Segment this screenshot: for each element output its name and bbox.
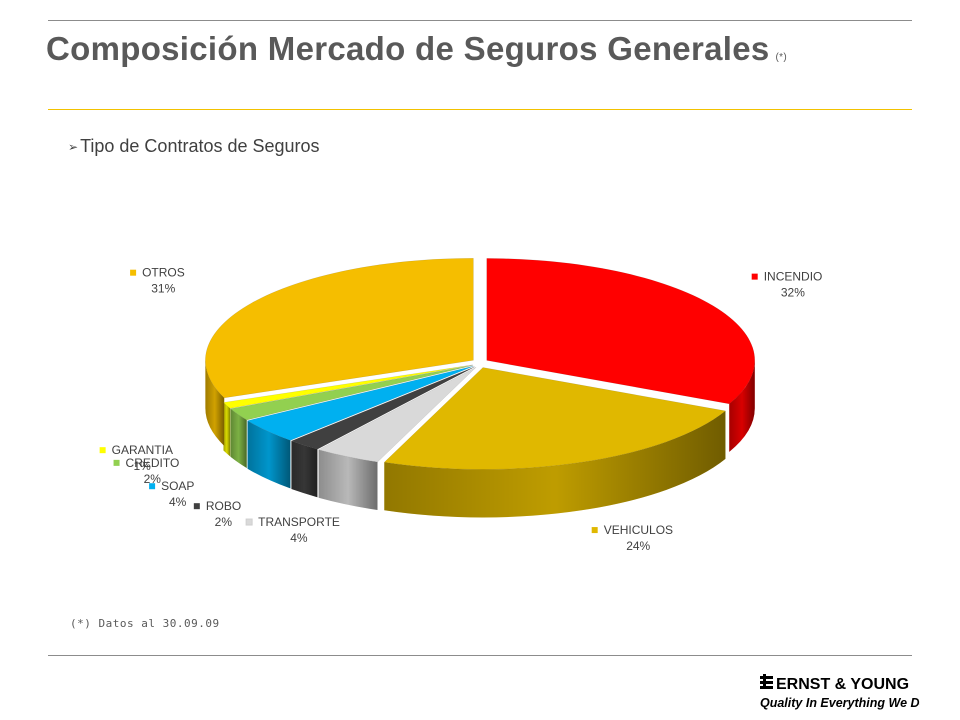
legend-key-robo [193, 503, 200, 510]
slice-name-label: INCENDIO [764, 270, 823, 284]
slice-value-label: 1% [133, 459, 151, 473]
slice-vehiculos [383, 367, 727, 470]
legend-key-vehiculos [591, 527, 598, 534]
ernst-young-logo: ERNST & YOUNG Quality In Everything We D… [760, 674, 920, 710]
slice-name-label: GARANTIA [112, 443, 173, 457]
legend-key-soap [149, 483, 156, 490]
slice-credito [229, 365, 474, 421]
legend-key-incendio [751, 273, 758, 280]
legend-key-transporte [245, 518, 253, 526]
slice-name-label: CREDITO [126, 456, 180, 470]
slice-name-label: SOAP [161, 479, 194, 493]
slice-value-label: 2% [144, 472, 162, 486]
slice-value-label: 24% [626, 539, 650, 553]
slice-side-otros [205, 360, 225, 446]
data-label-incendio: INCENDIO 32% [751, 270, 823, 300]
slice-side-credito [230, 408, 247, 468]
slice-side-incendio [729, 360, 755, 452]
data-label-soap: SOAP 4% [149, 479, 194, 509]
arrow-bullet-icon: ➢ [68, 140, 79, 154]
slice-value-label: 4% [169, 495, 187, 509]
title-footnote-marker: (*) [775, 52, 787, 63]
slice-name-label: OTROS [142, 266, 185, 280]
slice-side-transporte [318, 449, 378, 511]
top-rule [48, 20, 912, 21]
data-label-otros: OTROS 31% [130, 266, 185, 296]
data-label-garantia: GARANTIA 1% [99, 443, 173, 473]
slice-side-soap [247, 420, 291, 489]
slice-value-label: 32% [781, 286, 805, 300]
pie-sides [205, 360, 755, 518]
title-text: Composición Mercado de Seguros Generales [46, 30, 770, 67]
legend-key-credito [113, 459, 120, 466]
logo-tagline: Quality In Everything We Do [760, 696, 920, 710]
page-title: Composición Mercado de Seguros Generales… [46, 30, 787, 68]
slice-incendio [486, 258, 755, 405]
slice-value-label: 2% [215, 515, 233, 529]
slice-soap [246, 365, 474, 441]
data-label-robo: ROBO 2% [193, 499, 241, 529]
pie-tops [205, 258, 755, 470]
subtitle-text: Tipo de Contratos de Seguros [80, 136, 320, 156]
legend-key-garantia [99, 447, 106, 454]
pie-labels: INCENDIO 32% VEHICULOS 24% TRANSPORTE 4% ROBO 2… [99, 266, 823, 553]
bottom-rule [48, 655, 912, 656]
slice-side-garantia [223, 402, 231, 457]
slice-value-label: 31% [151, 282, 175, 296]
footnote: (*) Datos al 30.09.09 [70, 617, 220, 630]
title-underline [48, 109, 912, 110]
legend-key-otros [130, 269, 137, 276]
section-subtitle: ➢ Tipo de Contratos de Seguros [68, 136, 320, 157]
slice-side-vehiculos [384, 410, 726, 518]
data-label-credito: CREDITO 2% [113, 456, 180, 486]
slice-name-label: VEHICULOS [604, 523, 673, 537]
slice-value-label: 4% [290, 531, 308, 545]
data-label-vehiculos: VEHICULOS 24% [591, 523, 673, 553]
slice-name-label: TRANSPORTE [258, 515, 340, 529]
pie-chart: INCENDIO 32% VEHICULOS 24% TRANSPORTE 4% ROBO 2… [99, 258, 823, 553]
slice-name-label: ROBO [206, 499, 241, 513]
slice-transporte [317, 366, 477, 463]
data-label-transporte: TRANSPORTE 4% [245, 515, 340, 545]
logo-mark-icon [760, 674, 773, 689]
slice-side-robo [291, 441, 318, 498]
slice-robo [290, 366, 476, 450]
slice-otros [205, 258, 474, 399]
logo-brand: ERNST & YOUNG [776, 676, 909, 693]
slice-garantia [222, 364, 473, 409]
